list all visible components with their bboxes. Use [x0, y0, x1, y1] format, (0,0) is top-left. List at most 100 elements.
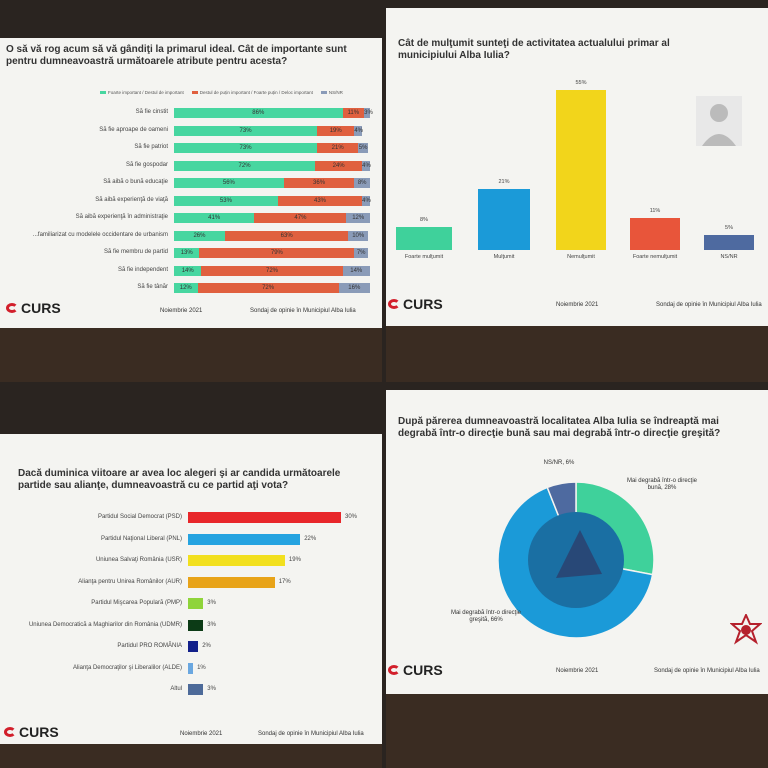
bar-segment: 8%	[354, 178, 370, 188]
bar-segment: 36%	[283, 178, 355, 188]
category-label: NS/NR	[720, 254, 738, 260]
bar-segment: 53%	[174, 195, 278, 206]
row-label: Să fie aproape de oameni	[99, 126, 168, 133]
bar-segment: 19%	[317, 125, 355, 136]
slice-label: NS/NR, 6%	[543, 460, 575, 466]
bar	[478, 188, 530, 250]
bar	[188, 512, 341, 523]
bar-segment: 13%	[174, 248, 200, 258]
row-label: ...familiarizat cu modelele occidentare …	[32, 231, 168, 238]
data-label: 3%	[207, 600, 216, 606]
curs-logo: CURS	[388, 662, 443, 678]
bar-segment: 4%	[362, 160, 371, 171]
bar-segment: 63%	[224, 230, 349, 241]
bar-segment: 16%	[338, 283, 370, 293]
data-label: 8%	[420, 216, 428, 223]
bar-segment: 47%	[254, 213, 347, 223]
category-label: Altul	[170, 686, 182, 692]
category-label: Partidul Social Democrat (PSD)	[97, 514, 182, 520]
data-label: 17%	[278, 578, 291, 585]
slice-label: Mai degrabă într-o direcţie greşită, 66%	[450, 610, 522, 623]
category-label: Partidul PRO ROMÂNIA	[117, 643, 182, 649]
bar	[556, 90, 606, 250]
data-label: 3%	[207, 686, 216, 692]
slide-title: Dacă duminica viitoare ar avea loc alege…	[18, 468, 341, 491]
bar	[188, 533, 301, 545]
bar-segment: 72%	[174, 160, 316, 171]
bar-segment: 10%	[348, 230, 369, 241]
category-label: Foarte nemulţumit	[632, 254, 678, 260]
quadrant-top-left: O să vă rog acum să vă gândiţi la primar…	[0, 0, 382, 382]
category-label: Nemulţumit	[567, 254, 595, 260]
pie-svg	[497, 481, 655, 639]
data-label: 3%	[207, 621, 216, 628]
slide-title: După părerea dumneavoastră localitatea A…	[398, 416, 721, 439]
row-label: Să fie cinstit	[135, 109, 168, 115]
bar	[188, 576, 275, 588]
legend-item: NS/NR	[321, 90, 343, 95]
slide-vote: Dacă duminica viitoare ar avea loc alege…	[0, 434, 382, 744]
footer-survey: Sondaj de opinie în Municipiul Alba Iuli…	[654, 668, 760, 674]
bar-segment: 21%	[317, 143, 359, 153]
footer-date: Noiembrie 2021	[556, 668, 599, 674]
bar	[396, 226, 452, 250]
bar-segment: 12%	[346, 213, 370, 223]
category-label: Partidul Naţional Liberal (PNL)	[100, 535, 182, 542]
category-label: Uniunea Democratică a Maghiarilor din Ro…	[28, 621, 182, 628]
bar-segment: 26%	[174, 230, 225, 241]
curs-logo: CURS	[388, 296, 443, 312]
bar-segment: 7%	[354, 248, 369, 258]
quadrant-bottom-left: Dacă duminica viitoare ar avea loc alege…	[0, 386, 382, 768]
row-label: Să aibă experienţă de viaţă	[95, 196, 168, 203]
footer-survey: Sondaj de opinie în Municipiul Alba Iuli…	[250, 308, 356, 314]
bar-segment: 4%	[362, 195, 371, 206]
category-label: Alianţa pentru Unirea Românilor (AUR)	[78, 578, 182, 585]
curs-logo-icon	[388, 665, 400, 675]
room-floor	[0, 744, 382, 768]
category-label: Mulţumit	[493, 254, 515, 260]
quadrant-bottom-right: După părerea dumneavoastră localitatea A…	[386, 386, 768, 768]
row-label: Să fie gospodar	[125, 161, 168, 168]
bar-segment: 72%	[197, 283, 339, 293]
row-label: Să fie membru de partid	[103, 249, 168, 255]
curs-logo-icon	[6, 303, 18, 313]
room-floor	[386, 694, 768, 768]
bar	[188, 619, 204, 631]
category-label: Partidul Mişcarea Populară (PMP)	[91, 600, 182, 606]
data-label: 2%	[202, 643, 211, 649]
data-label: 1%	[197, 664, 206, 671]
bar-segment: 14%	[342, 265, 370, 276]
data-label: 5%	[725, 225, 733, 232]
footer-date: Noiembrie 2021	[556, 302, 599, 308]
row-label: Să fie patriot	[134, 144, 168, 150]
bar-segment: 11%	[342, 108, 365, 118]
row-label: Să fie tânăr	[137, 284, 168, 290]
row-label: Să aibă o bună educaţie	[103, 179, 168, 185]
bar	[188, 684, 204, 695]
data-label: 19%	[288, 557, 301, 563]
bar-segment: 79%	[199, 248, 355, 258]
data-label: 22%	[304, 535, 317, 542]
category-label: Alianţa Democraţilor şi Liberalilor (ALD…	[72, 664, 182, 671]
bar-segment: 41%	[174, 213, 255, 223]
bar	[630, 218, 680, 250]
data-label: 30%	[345, 514, 358, 520]
bar	[188, 555, 285, 566]
curs-logo-icon	[388, 299, 400, 309]
footer-survey: Sondaj de opinie în Municipiul Alba Iuli…	[258, 731, 364, 737]
bar-segment: 56%	[174, 178, 284, 188]
room-floor	[386, 326, 768, 382]
data-label: 21%	[498, 178, 510, 185]
bar-segment: 5%	[358, 143, 369, 153]
slide-direction: După părerea dumneavoastră localitatea A…	[386, 390, 768, 694]
legend-item: Foarte important / Destul de important	[100, 90, 184, 95]
slide-title: Cât de mulţumit sunteţi de activitatea a…	[398, 38, 670, 61]
row-label: Să fie independent	[117, 266, 168, 273]
data-label: 55%	[575, 80, 587, 86]
bar	[188, 662, 194, 674]
footer-date: Noiembrie 2021	[180, 731, 223, 737]
slide-satisfaction: Cât de mulţumit sunteţi de activitatea a…	[386, 8, 768, 326]
bar-segment: 12%	[174, 283, 198, 293]
slide-importance: O să vă rog acum să vă gândiţi la primar…	[0, 38, 382, 328]
city-emblem-icon	[730, 614, 762, 645]
